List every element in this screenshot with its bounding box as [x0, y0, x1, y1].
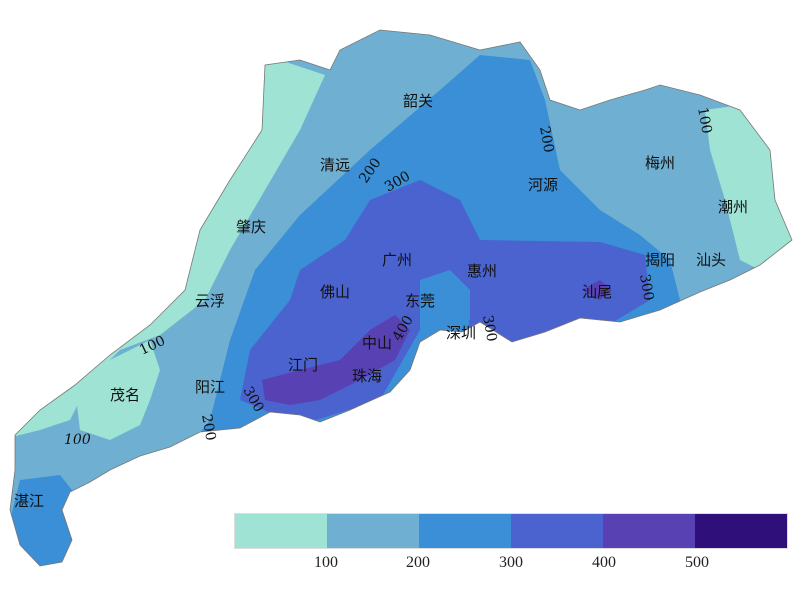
contour-label: 300 [636, 273, 656, 302]
contour-label: 100 [64, 432, 91, 448]
legend-swatch-0 [235, 514, 327, 548]
city-shantou: 汕头 [696, 251, 726, 269]
legend-swatch-2 [419, 514, 511, 548]
city-jiangmen: 江门 [288, 356, 318, 374]
legend-tick: 100 [314, 554, 338, 571]
legend-swatch-4 [603, 514, 695, 548]
city-dongguan: 东莞 [405, 292, 435, 310]
city-zhanjiang: 湛江 [14, 492, 44, 510]
legend-tick: 200 [406, 554, 430, 571]
city-yangjiang: 阳江 [195, 378, 225, 396]
band-400-500-shanwei [582, 280, 612, 300]
city-huizhou: 惠州 [467, 262, 497, 280]
contour-label: 200 [536, 125, 556, 154]
city-yunfu: 云浮 [195, 292, 225, 310]
legend-swatch-1 [327, 514, 419, 548]
band-0-100-southwest [75, 340, 160, 440]
city-chaozhou: 潮州 [718, 198, 748, 216]
contour-label: 100 [694, 106, 714, 135]
city-zhaoqing: 肇庆 [236, 218, 266, 236]
city-guangzhou: 广州 [382, 251, 412, 269]
city-labels: 韶关 清远 河源 梅州 潮州 肇庆 广州 惠州 揭阳 汕头 云浮 佛山 东莞 汕… [14, 92, 748, 510]
city-shaoguan: 韶关 [403, 92, 433, 110]
province-outline [9, 29, 793, 567]
city-meizhou: 梅州 [645, 154, 675, 172]
city-shanwei: 汕尾 [582, 283, 612, 301]
band-300-200-pocket [420, 270, 470, 330]
legend-tick: 500 [685, 554, 709, 571]
legend-swatch-3 [511, 514, 603, 548]
band-400-500 [262, 315, 410, 405]
legend-tick: 300 [499, 554, 523, 571]
contour-label: 300 [479, 314, 499, 343]
city-zhuhai: 珠海 [352, 367, 382, 385]
city-shenzhen: 深圳 [446, 324, 476, 342]
city-zhongshan: 中山 [362, 334, 392, 352]
legend-tick: 400 [592, 554, 616, 571]
legend-swatch-5 [695, 514, 787, 548]
city-jieyang: 揭阳 [645, 251, 675, 269]
city-heyuan: 河源 [528, 176, 558, 194]
city-maoming: 茂名 [110, 386, 140, 404]
contour-label: 200 [198, 413, 218, 442]
color-legend [234, 513, 788, 549]
city-foshan: 佛山 [320, 283, 350, 301]
city-qingyuan: 清远 [320, 156, 350, 174]
